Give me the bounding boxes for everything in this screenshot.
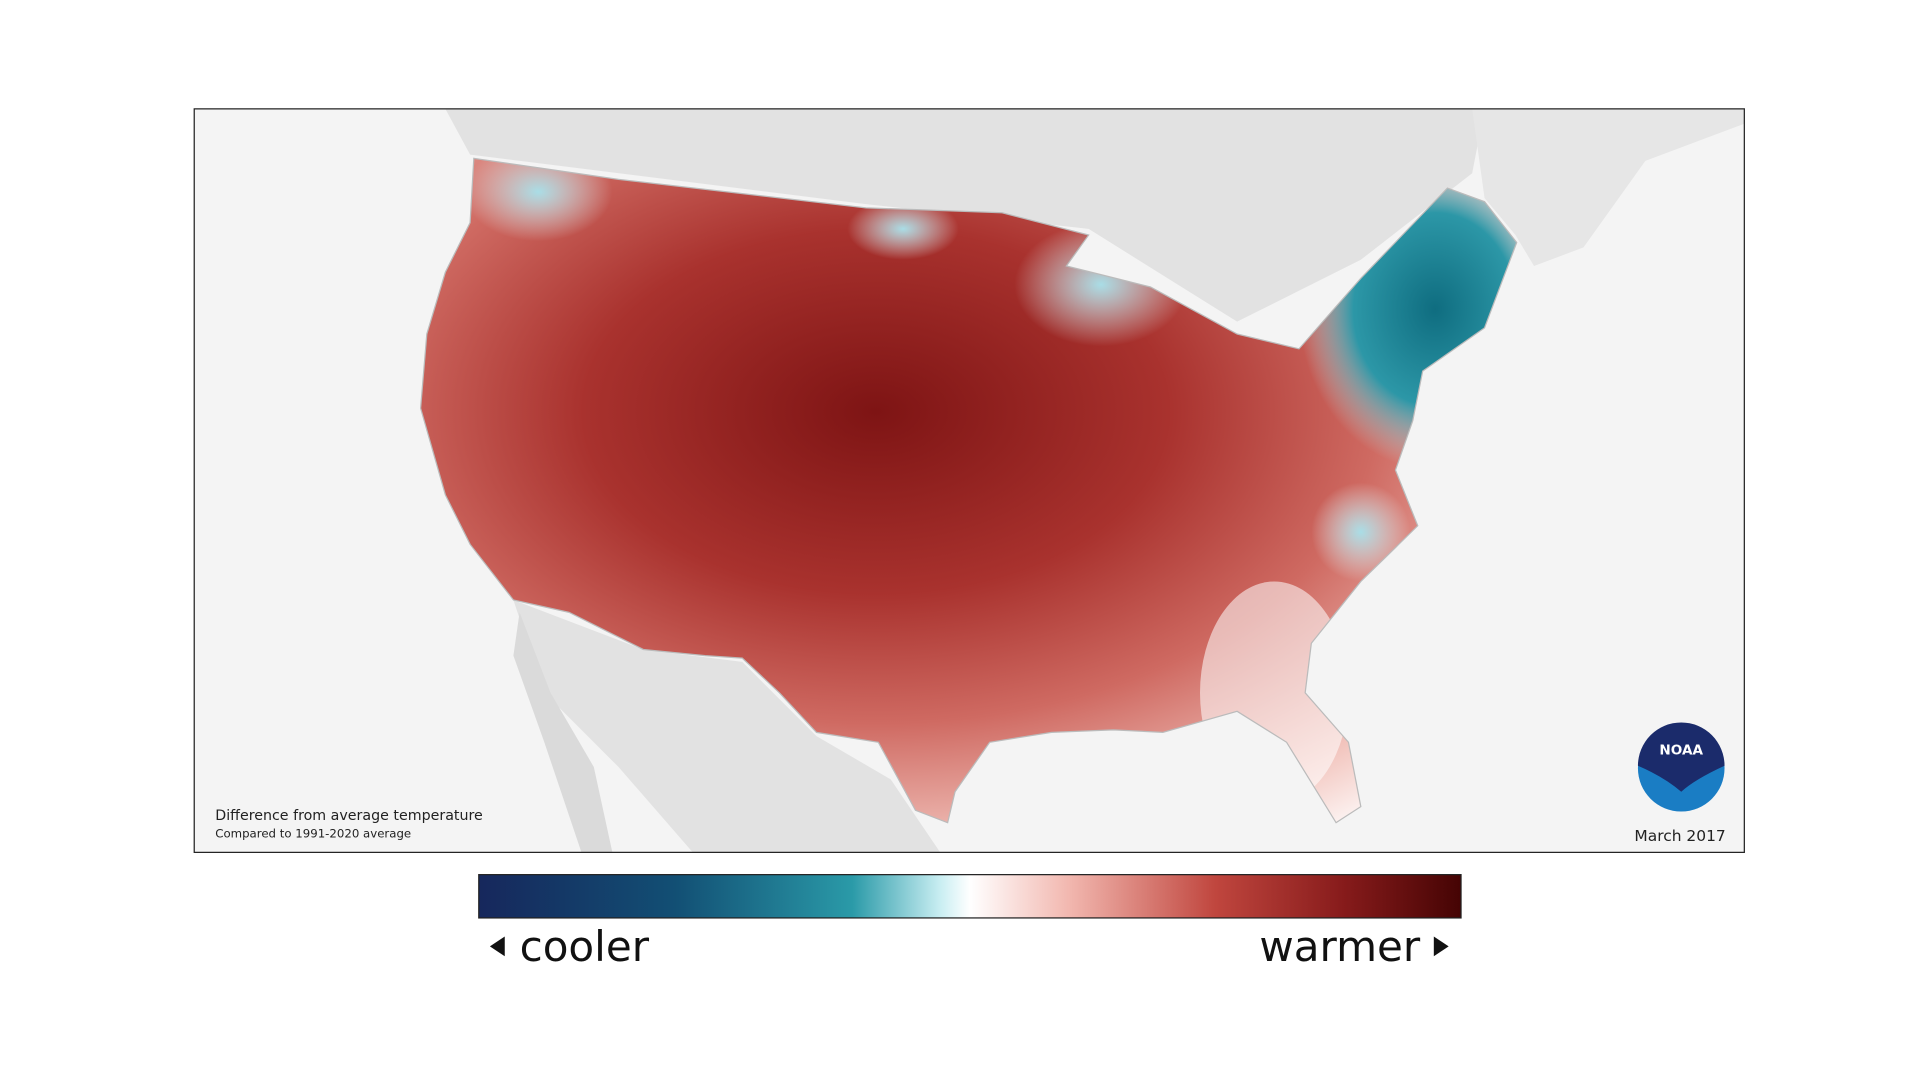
caption-subtitle: Compared to 1991-2020 average [215,827,411,841]
map-frame [193,108,1745,853]
mexico [513,600,941,853]
canada-east [1472,108,1745,266]
canada [445,108,1485,322]
baja [513,612,613,853]
warmer-arrow [1433,936,1449,957]
cooler-arrow [489,936,505,957]
legend-low: cooler [520,922,650,971]
noaa-logo-text: NOAA [1659,743,1703,759]
map-area: Difference from average temperature Comp… [194,108,1745,853]
map-date: March 2017 [1634,827,1725,845]
cool-anomaly-montana [847,197,959,260]
legend-high: warmer [1259,922,1421,971]
caption-title: Difference from average temperature [215,808,483,824]
noaa-logo-top [1637,722,1725,792]
color-scale [478,874,1462,919]
